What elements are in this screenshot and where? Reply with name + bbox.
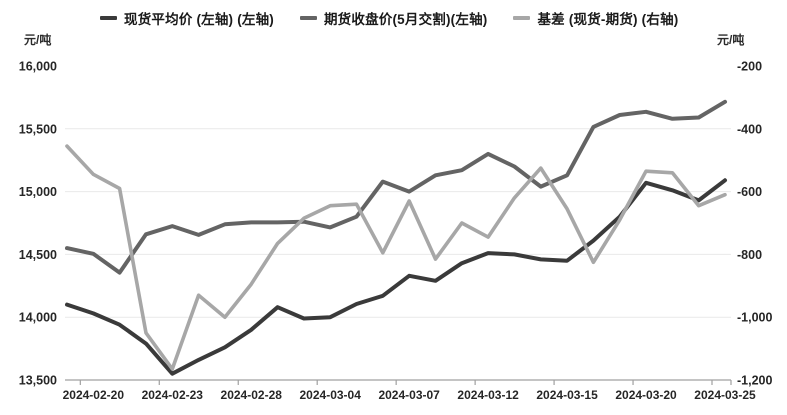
x-axis-tick-label: 2024-03-20 — [615, 388, 677, 402]
x-axis-tick-label: 2024-02-23 — [142, 388, 204, 402]
right-axis-tick-label: -1,000 — [737, 311, 772, 325]
legend-label: 期货收盘价(5月交割)(左轴) — [323, 12, 488, 27]
x-axis-tick-label: 2024-03-12 — [457, 388, 519, 402]
left-axis-tick-label: 15,500 — [19, 122, 57, 136]
x-axis-tick-label: 2024-03-07 — [378, 388, 440, 402]
x-axis-tick-label: 2024-03-25 — [694, 388, 756, 402]
line-swatch-icon — [299, 16, 317, 20]
series-line-1[interactable] — [65, 99, 727, 275]
chart-legend: 现货平均价 (左轴) (左轴) 期货收盘价(5月交割)(左轴) 基差 (现货-期… — [100, 8, 678, 28]
line-swatch-icon — [100, 16, 117, 20]
legend-label: 基差 (现货-期货) (右轴) — [537, 12, 679, 27]
legend-item-basis[interactable]: 基差 (现货-期货) (右轴) — [513, 8, 678, 28]
left-axis-tick-label: 16,000 — [19, 60, 57, 74]
legend-item-futures-price[interactable]: 期货收盘价(5月交割)(左轴) — [299, 8, 488, 28]
right-axis-tick-label: -600 — [737, 185, 762, 199]
right-axis-tick-label: -200 — [737, 60, 762, 74]
right-axis-tick-label: -1,200 — [737, 374, 772, 388]
line-swatch-icon — [513, 16, 531, 20]
left-axis-tick-label: 14,000 — [19, 311, 57, 325]
series-line-0[interactable] — [65, 178, 727, 376]
x-axis-tick-label: 2024-03-04 — [300, 388, 362, 402]
right-axis-tick-label: -800 — [737, 248, 762, 262]
x-axis-tick-label: 2024-02-28 — [221, 388, 283, 402]
x-axis-tick-label: 2024-03-15 — [536, 388, 598, 402]
left-axis-unit: 元/吨 — [24, 33, 52, 47]
left-axis-tick-label: 15,000 — [19, 185, 57, 199]
right-axis-tick-label: -400 — [737, 122, 762, 136]
right-axis-unit: 元/吨 — [717, 33, 745, 47]
legend-label: 现货平均价 (左轴) (左轴) — [124, 12, 274, 27]
legend-item-spot-price[interactable]: 现货平均价 (左轴) (左轴) — [100, 8, 274, 28]
x-axis-tick-label: 2024-02-20 — [63, 388, 125, 402]
series-line-2[interactable] — [65, 144, 727, 371]
left-axis-tick-label: 13,500 — [19, 374, 57, 388]
left-axis-tick-label: 14,500 — [19, 248, 57, 262]
